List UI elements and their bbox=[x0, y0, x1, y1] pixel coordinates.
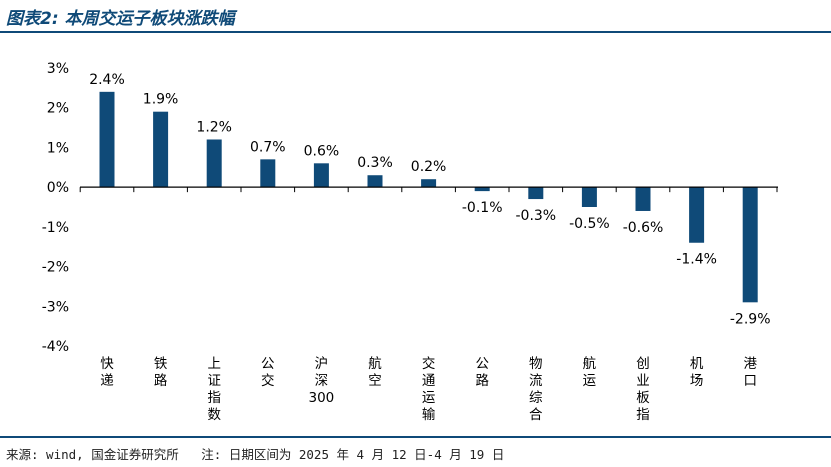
x-tick-label: 机场 bbox=[690, 356, 704, 389]
data-label: -2.9% bbox=[730, 311, 771, 327]
data-label: 1.2% bbox=[196, 119, 232, 135]
y-tick-label: -2% bbox=[42, 260, 69, 276]
x-tick-label: 航空 bbox=[368, 356, 382, 389]
bar bbox=[99, 91, 115, 188]
y-tick-label: 2% bbox=[47, 101, 69, 117]
x-tick-label: 铁路 bbox=[154, 356, 168, 389]
bar bbox=[635, 187, 651, 211]
x-tick-label: 创业板指 bbox=[636, 356, 650, 423]
bar bbox=[313, 163, 329, 188]
x-tick-label: 物流综合 bbox=[529, 356, 543, 423]
y-tick-label: -3% bbox=[42, 299, 69, 315]
title-bar: 图表2: 本周交运子板块涨跌幅 bbox=[0, 0, 831, 33]
chart-title: 图表2: 本周交运子板块涨跌幅 bbox=[6, 9, 235, 29]
x-tick-label: 港口 bbox=[743, 356, 757, 389]
bar bbox=[367, 175, 383, 188]
bar bbox=[689, 187, 705, 243]
x-tick-label: 交通运输 bbox=[422, 355, 436, 423]
data-label: 2.4% bbox=[89, 72, 125, 88]
data-label: -1.4% bbox=[676, 252, 717, 268]
data-label: 1.9% bbox=[143, 92, 179, 108]
data-label: -0.5% bbox=[569, 216, 610, 232]
y-tick-label: -4% bbox=[42, 339, 69, 355]
bar bbox=[528, 187, 544, 200]
bar bbox=[153, 111, 169, 188]
bar bbox=[474, 187, 490, 192]
data-label: 0.6% bbox=[304, 143, 340, 159]
data-label: -0.1% bbox=[462, 200, 503, 216]
date-note: 注: 日期区间为 2025 年 4 月 12 日-4 月 19 日 bbox=[201, 447, 505, 462]
y-tick-label: -1% bbox=[42, 220, 69, 236]
x-tick-label: 航运 bbox=[583, 356, 597, 389]
x-tick-label: 上证指数 bbox=[207, 356, 221, 423]
bar bbox=[260, 159, 276, 188]
bar bbox=[421, 179, 437, 188]
data-label: 0.3% bbox=[357, 155, 393, 171]
data-label: -0.6% bbox=[623, 220, 664, 236]
x-tick-label: 沪深 300 bbox=[309, 356, 335, 406]
bar bbox=[742, 187, 758, 303]
data-label: 0.2% bbox=[411, 159, 447, 175]
footer: 来源: wind, 国金证券研究所 注: 日期区间为 2025 年 4 月 12… bbox=[6, 444, 504, 463]
source-note: 来源: wind, 国金证券研究所 bbox=[6, 447, 179, 462]
bar-chart: 3% 2% 1% 0% -1% -2% -3% -4% 2.4% 1.9% 1.2% 0.7% 0.6%… bbox=[42, 61, 778, 423]
x-tick-label: 公路 bbox=[475, 356, 489, 389]
x-tick-label: 公交 bbox=[261, 356, 275, 389]
y-tick-label: 1% bbox=[47, 140, 69, 156]
data-label: 0.7% bbox=[250, 139, 286, 155]
x-tick-label: 快递 bbox=[100, 356, 114, 389]
bar bbox=[581, 187, 597, 207]
footer-divider bbox=[0, 436, 831, 438]
y-tick-label: 3% bbox=[47, 61, 69, 77]
title-divider bbox=[0, 31, 831, 33]
y-tick-label: 0% bbox=[47, 180, 69, 196]
data-label: -0.3% bbox=[515, 208, 556, 224]
bar bbox=[206, 139, 222, 188]
